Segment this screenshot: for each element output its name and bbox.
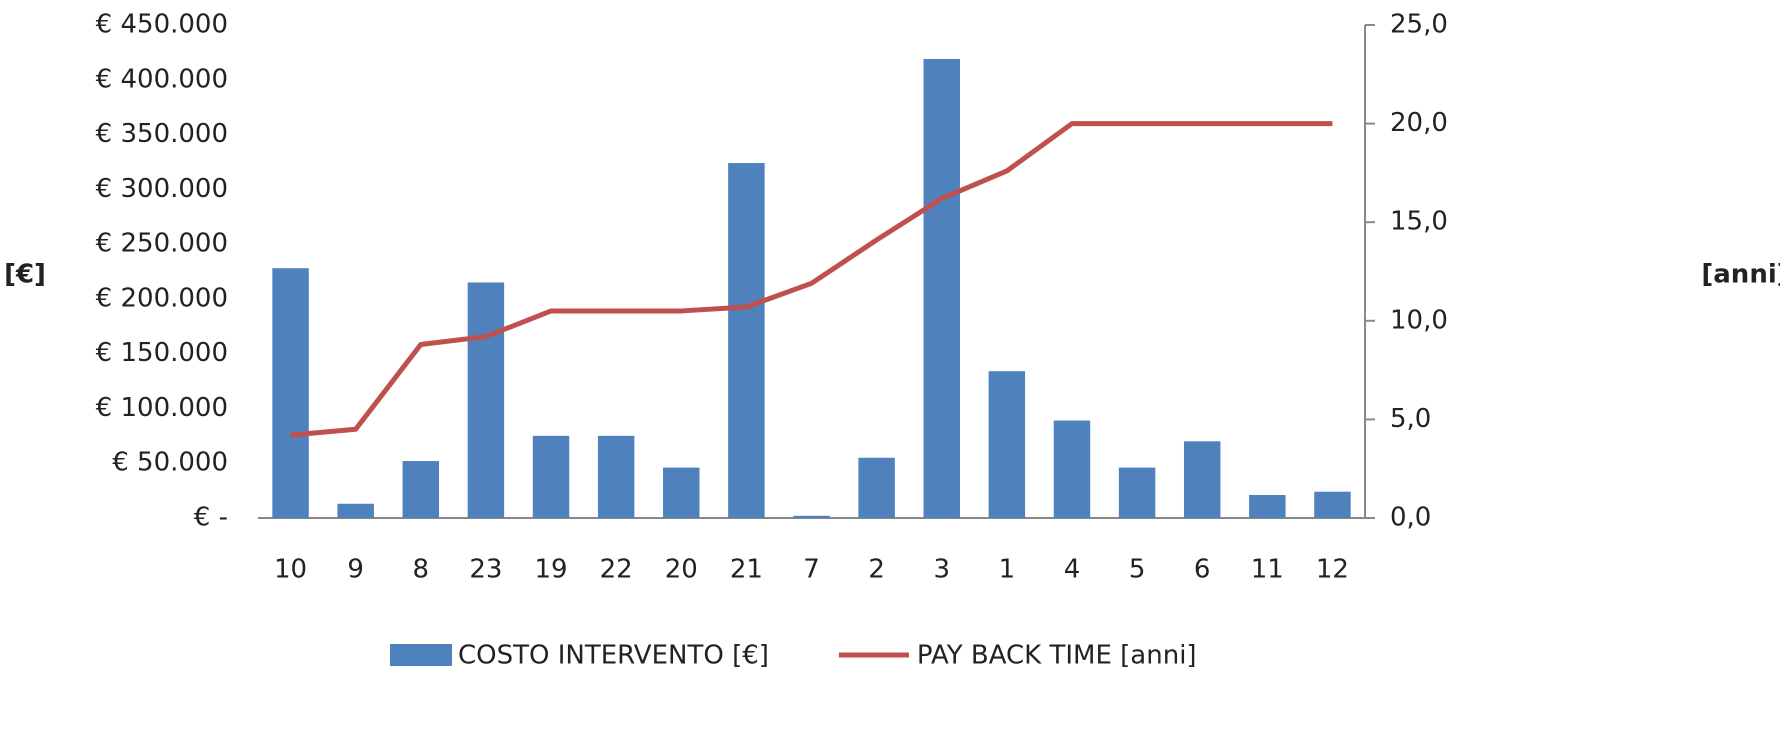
x-tick-label: 5 bbox=[1129, 555, 1146, 585]
bar bbox=[1249, 494, 1286, 518]
bar bbox=[1053, 420, 1091, 518]
bar bbox=[402, 461, 440, 518]
y-tick-label: € 400.000 bbox=[96, 64, 228, 94]
y-tick-label: € 150.000 bbox=[96, 338, 228, 368]
x-tick-label: 10 bbox=[274, 555, 307, 585]
bar bbox=[1118, 467, 1156, 518]
y2-tick-label: 5,0 bbox=[1390, 404, 1431, 434]
x-tick-label: 11 bbox=[1251, 555, 1284, 585]
y-tick-label: € 50.000 bbox=[112, 448, 228, 478]
y2-tick-label: 0,0 bbox=[1390, 503, 1431, 533]
y-axis-title: [€] bbox=[4, 260, 46, 290]
x-tick-label: 23 bbox=[469, 555, 502, 585]
x-tick-label: 6 bbox=[1194, 555, 1211, 585]
x-tick-label: 22 bbox=[600, 555, 633, 585]
x-tick-label: 1 bbox=[999, 555, 1016, 585]
y-tick-label: € 450.000 bbox=[96, 10, 228, 40]
bar bbox=[663, 467, 700, 518]
y2-axis-title: [anni] bbox=[1701, 260, 1780, 290]
bar bbox=[337, 503, 374, 518]
bar bbox=[923, 58, 960, 519]
x-tick-label: 4 bbox=[1064, 555, 1081, 585]
y2-tick-label: 15,0 bbox=[1390, 207, 1448, 237]
y2-tick-label: 10,0 bbox=[1390, 305, 1448, 335]
x-tick-label: 2 bbox=[868, 555, 885, 585]
y-tick-label: € 100.000 bbox=[96, 393, 228, 423]
y2-tick-label: 25,0 bbox=[1390, 10, 1448, 40]
bar bbox=[728, 163, 765, 519]
bar bbox=[597, 435, 635, 518]
y-tick-label: € 200.000 bbox=[96, 283, 228, 313]
bar bbox=[1314, 491, 1351, 518]
bar bbox=[1183, 441, 1221, 518]
bar bbox=[858, 457, 895, 518]
y-tick-label: € 250.000 bbox=[96, 229, 228, 259]
x-tick-label: 12 bbox=[1316, 555, 1349, 585]
line bbox=[290, 121, 1333, 438]
x-tick-label: 20 bbox=[665, 555, 698, 585]
bar bbox=[988, 371, 1026, 518]
y-tick-label: € - bbox=[194, 503, 228, 533]
y-tick-label: € 350.000 bbox=[96, 119, 228, 149]
legend-label: COSTO INTERVENTO [€] bbox=[458, 641, 769, 671]
x-tick-label: 9 bbox=[347, 555, 364, 585]
x-tick-label: 7 bbox=[803, 555, 820, 585]
y2-tick-label: 20,0 bbox=[1390, 108, 1448, 138]
x-tick-label: 3 bbox=[933, 555, 950, 585]
bar bbox=[793, 515, 830, 518]
bar bbox=[467, 282, 505, 518]
legend-swatch bbox=[390, 644, 452, 666]
legend-label: PAY BACK TIME [anni] bbox=[917, 641, 1197, 671]
x-tick-label: 21 bbox=[730, 555, 763, 585]
x-tick-label: 19 bbox=[534, 555, 567, 585]
bar bbox=[532, 435, 570, 518]
bar bbox=[272, 268, 309, 518]
y-tick-label: € 300.000 bbox=[96, 174, 228, 204]
x-tick-label: 8 bbox=[413, 555, 430, 585]
